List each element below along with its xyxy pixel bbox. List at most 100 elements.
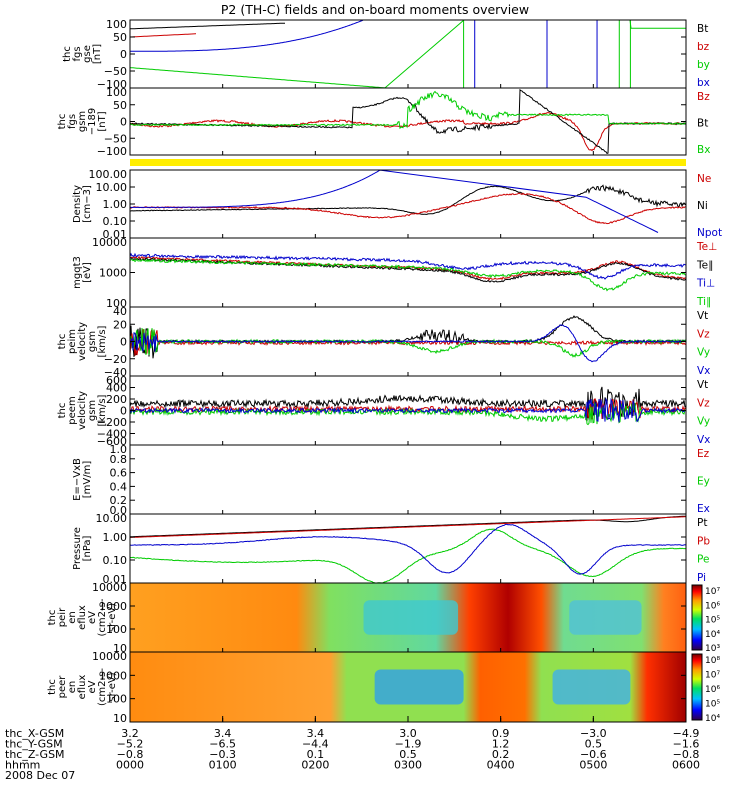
line-ni: [129, 184, 687, 215]
ytick-label-density-3: 0.10: [103, 215, 128, 228]
eph-value-1-1: −6.5: [209, 738, 236, 751]
ylabel-pressure: Pressure [nPa]: [72, 527, 93, 570]
eph-value-3-4: 0400: [487, 759, 515, 772]
ylabel-line: fgs: [72, 46, 83, 61]
ytick-label-pressure-2: 0.10: [103, 554, 128, 567]
ylabel-density: Density [cm−3]: [72, 185, 93, 223]
colorbar-peir-spec: [691, 584, 703, 651]
ytick-label-fgs-gsm-0: 100: [106, 86, 127, 99]
ytick-label-vel-peim-0: 40: [113, 305, 127, 318]
ytick-label-vel-peem-4: −200: [97, 416, 127, 429]
ylabel-line: thc: [62, 46, 73, 62]
ylabel-line: peem: [67, 396, 78, 424]
line-pi: [129, 523, 687, 575]
eph-value-1-0: −5.2: [117, 738, 144, 751]
ytick-label-fgs-gsm-4: −100: [97, 145, 127, 158]
ytick-label-peir-spec-1: 1000: [99, 600, 127, 613]
eph-value-0-5: −3.0: [580, 727, 607, 740]
ylabel-line: −189: [87, 108, 98, 135]
legend-vel-peem-0: Vt: [697, 379, 708, 391]
legend-fgs-gsm-1: Bt: [697, 118, 708, 130]
ytick-label-pressure-3: 0.01: [103, 573, 128, 586]
ytick-label-vel-peim-3: −20: [104, 353, 127, 366]
eph-value-1-4: 1.2: [492, 738, 510, 751]
line-pb: [129, 516, 686, 538]
legend-temp-0: Te⊥: [696, 241, 717, 253]
ytick-label-pressure-0: 10.00: [96, 512, 128, 525]
eph-value-3-3: 0300: [394, 759, 422, 772]
ylabel-line: gsm: [77, 111, 88, 132]
ylabel-line: Density: [72, 185, 83, 223]
legend-temp-2: Ti⊥: [696, 278, 715, 290]
legend-vel-peim-0: Vt: [697, 310, 708, 322]
line-bz: [130, 33, 196, 38]
legend-pressure-0: Pt: [697, 517, 707, 529]
line-npot: [130, 169, 659, 233]
eph-value-3-6: 0600: [672, 759, 700, 772]
peir-spectrogram-patch-1: [569, 600, 642, 635]
panel-frame-fgs-gse: [129, 19, 687, 89]
ylabel-line: peim: [67, 329, 78, 354]
ytick-label-peer-spec-3: 10: [113, 712, 127, 725]
ytick-label-peer-spec-0: 10000: [92, 650, 127, 663]
legend-fgs-gsm-2: Bx: [697, 144, 710, 156]
legend-temp-3: Ti∥: [696, 296, 711, 308]
ytick-label-vel-peem-2: 200: [106, 393, 127, 406]
line-bt: [130, 22, 285, 30]
eph-value-3-0: 0000: [116, 759, 144, 772]
eph-value-1-3: −1.9: [395, 738, 422, 751]
ylabel-line: (cm2-s-: [97, 668, 108, 706]
line-pe: [130, 528, 687, 584]
ytick-label-efield-1: 0.8: [110, 453, 128, 466]
ytick-label-density-4: 0.01: [103, 228, 128, 241]
legend-pressure-1: Pb: [697, 535, 710, 547]
panel-frame-temp: [129, 237, 687, 308]
ytick-label-temp-2: 100: [106, 297, 127, 310]
ylabel-line: thc: [57, 334, 68, 350]
ytick-label-vel-peem-3: 0: [120, 405, 127, 418]
ylabel-line: sr-eV): [107, 672, 118, 701]
ylabel-line: sr-eV): [107, 603, 118, 632]
panel-frame-efield: [129, 444, 687, 515]
ylabel-efield: E=−VxB [mV/m]: [72, 458, 93, 501]
line-te-par: [129, 257, 687, 283]
ytick-label-vel-peem-6: −600: [97, 435, 127, 448]
ylabel-line: [mV/m]: [82, 461, 93, 499]
panel-frame-density: [129, 169, 687, 239]
ylabel-line: thc: [47, 679, 58, 695]
legend-vel-peim-1: Vz: [697, 328, 710, 340]
ylabel-line: [km/s]: [97, 325, 108, 357]
ytick-label-vel-peim-2: 0: [120, 336, 127, 349]
ytick-label-temp-1: 1000: [99, 267, 127, 280]
line-bx: [130, 19, 364, 52]
ylabel-temp: mgqt3 [eV]: [72, 256, 93, 289]
legend-temp-1: Te∥: [696, 259, 713, 271]
line-peim-vx: [129, 324, 687, 363]
eph-value-0-0: 3.2: [121, 727, 139, 740]
ylabel-line: E=−VxB: [72, 458, 83, 501]
line-ti-perp: [129, 252, 687, 280]
ylabel-line: [km/s]: [97, 394, 108, 426]
ytick-label-peer-spec-2: 100: [106, 693, 127, 706]
eph-value-0-3: 3.0: [399, 727, 417, 740]
ylabel-line: [nT]: [97, 111, 108, 131]
ytick-label-fgs-gsm-2: 0: [120, 116, 127, 129]
ylabel-line: peir: [57, 607, 68, 627]
ytick-label-vel-peem-5: −400: [97, 428, 127, 441]
ytick-label-temp-0: 10000: [92, 236, 127, 249]
ylabel-peir-spec: thc peir en eflux eV (cm2-s-sr-eV): [47, 598, 118, 636]
eph-value-2-6: −0.8: [673, 748, 700, 761]
ytick-label-fgs-gse-0: 100: [106, 18, 127, 31]
eph-value-2-2: 0.1: [307, 748, 325, 761]
eph-value-2-3: 0.5: [399, 748, 417, 761]
ytick-label-vel-peim-1: 20: [113, 318, 127, 331]
ytick-label-peir-spec-3: 10: [113, 642, 127, 655]
eph-value-1-5: 0.5: [585, 738, 603, 751]
eph-value-0-6: −4.9: [673, 727, 700, 740]
eph-value-3-2: 0200: [301, 759, 329, 772]
ytick-label-fgs-gse-1: 50: [113, 31, 127, 44]
legend-pressure-3: Pi: [697, 572, 706, 584]
ylabel-line: (cm2-s-: [97, 598, 108, 636]
ytick-label-efield-3: 0.4: [110, 480, 128, 493]
